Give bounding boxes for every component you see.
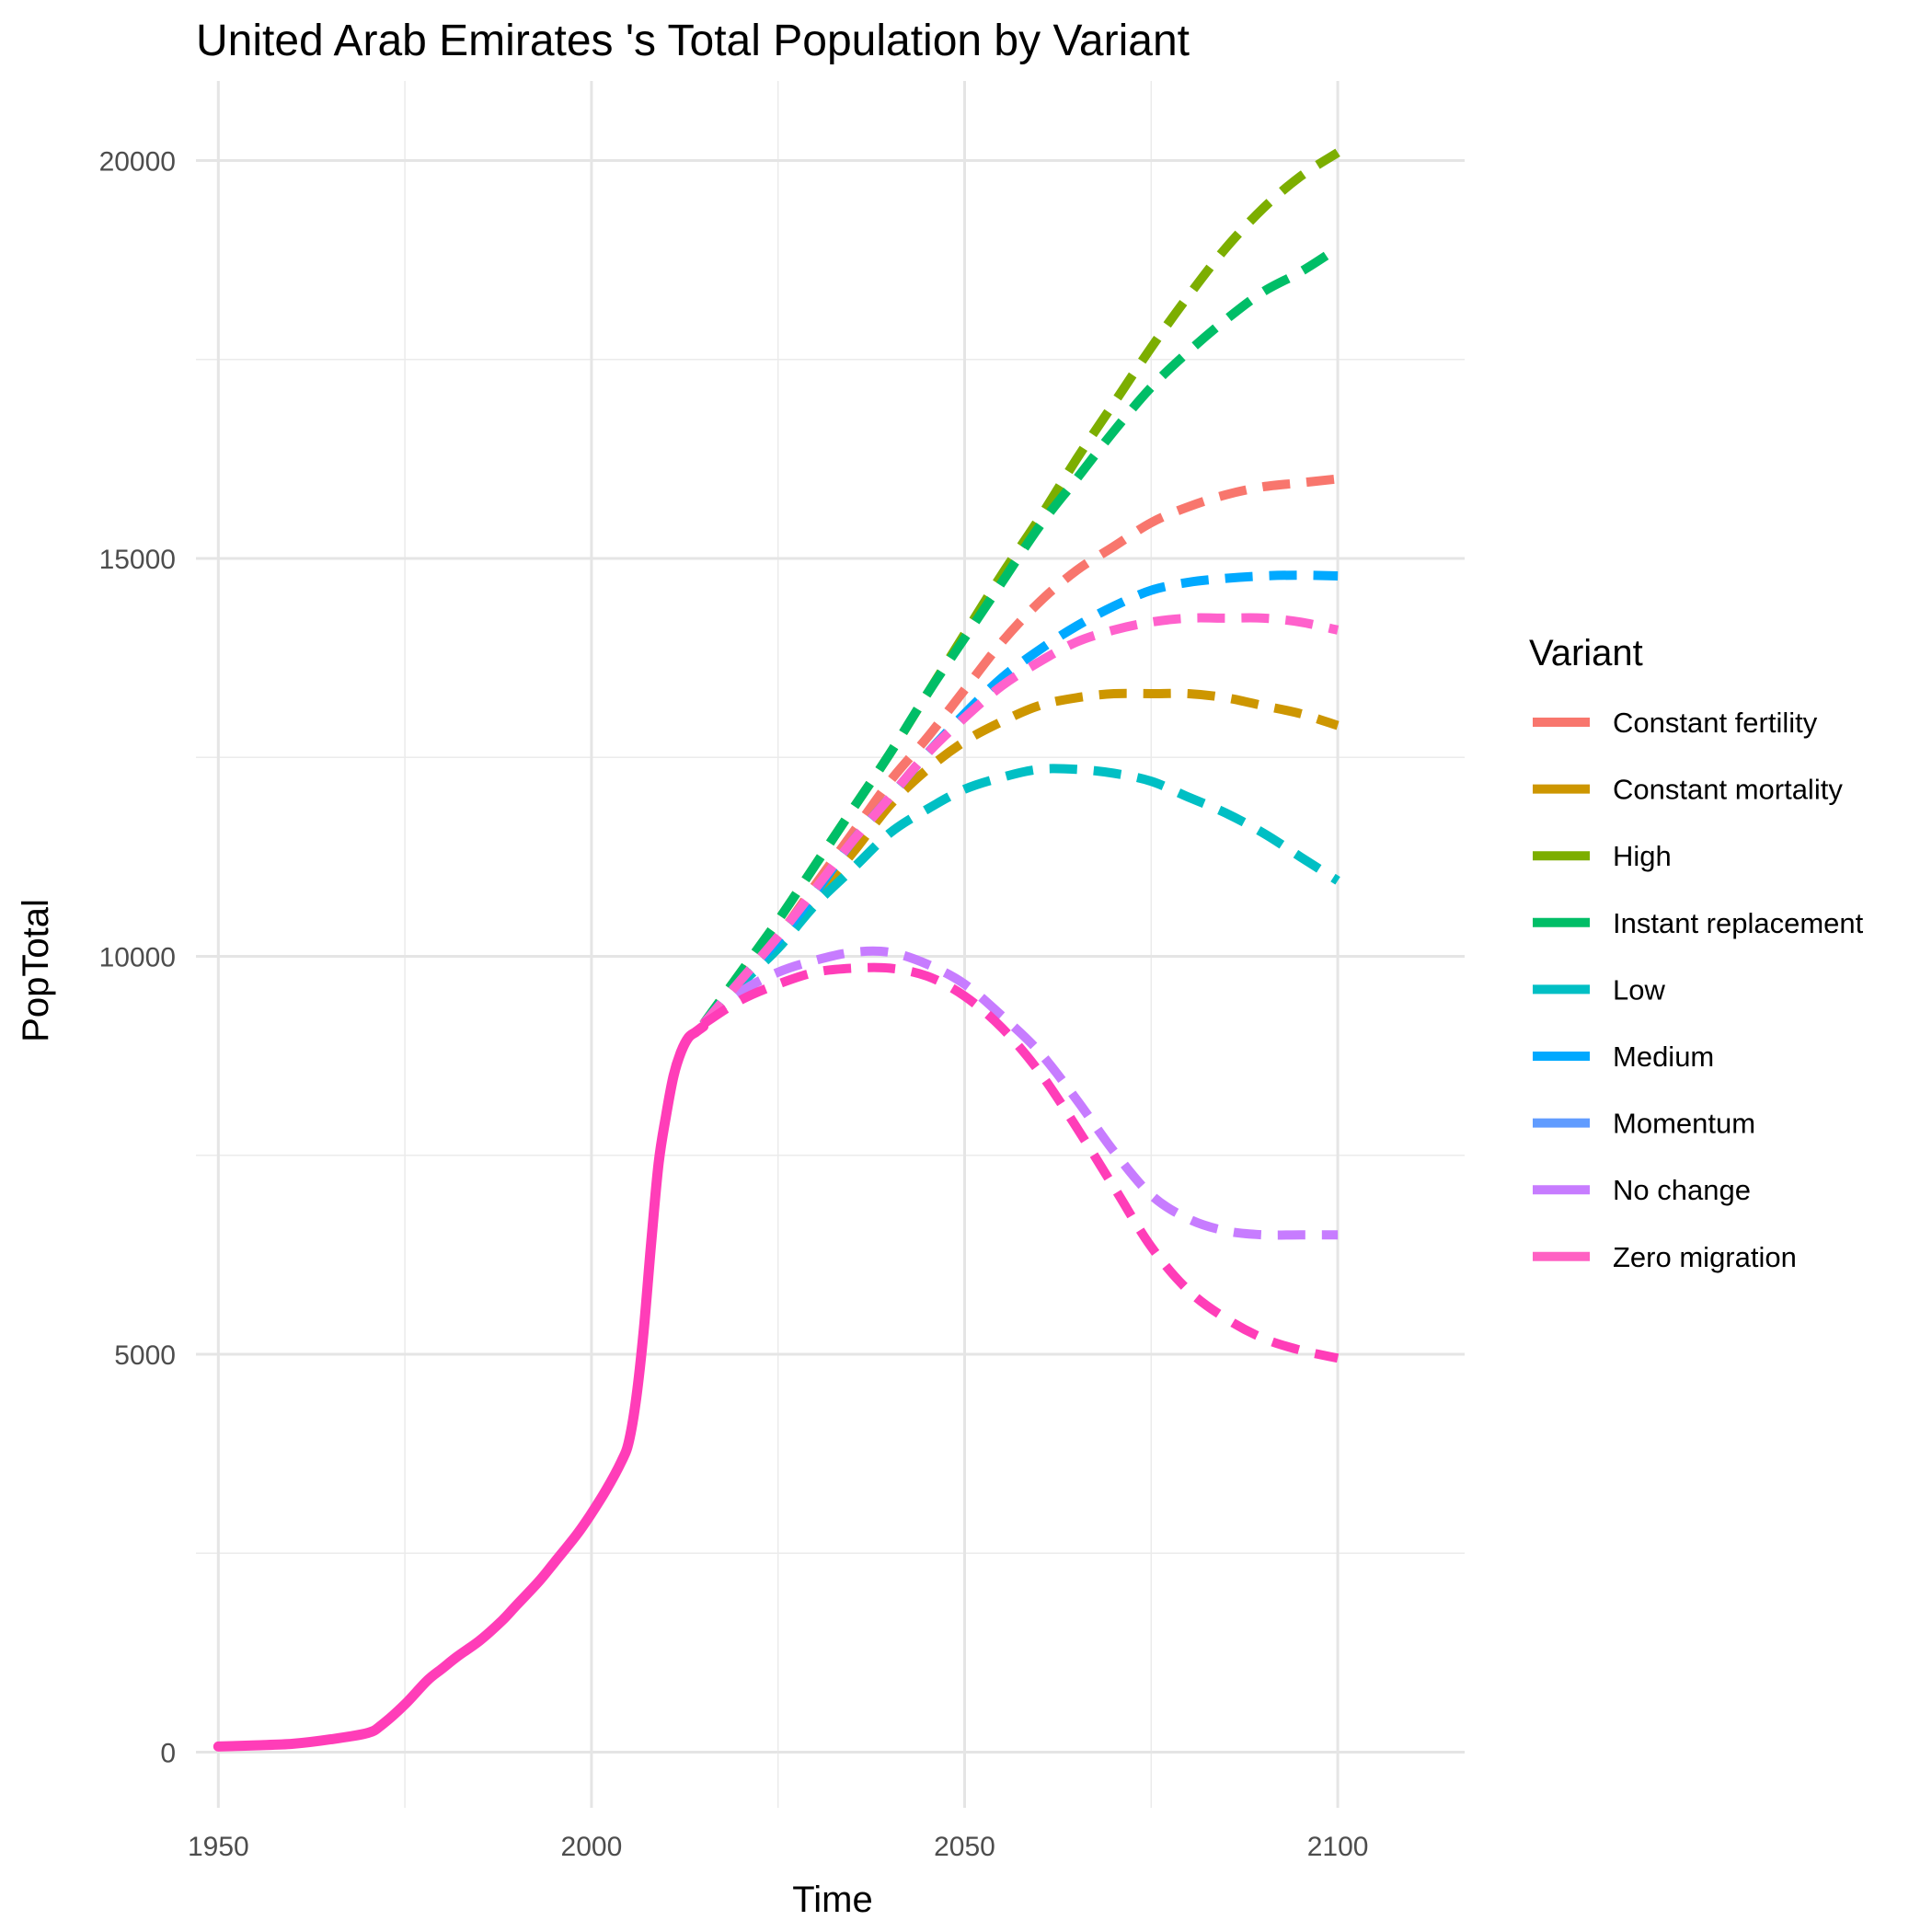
y-tick-label: 15000 — [99, 545, 176, 575]
legend-label: Medium — [1613, 1041, 1714, 1073]
legend-item-low: Low — [1533, 973, 1665, 1006]
tick-labels: 1950 2000 2050 2100 0 5000 10000 15000 20000 — [99, 146, 1369, 1862]
legend-item-constant-fertility: Constant fertility — [1533, 707, 1818, 739]
x-tick-label: 2000 — [561, 1832, 623, 1862]
x-axis-title: Time — [792, 1880, 872, 1920]
series-line-low — [699, 764, 1340, 1028]
series-line-no-change — [699, 613, 1340, 1028]
legend-label: Low — [1613, 973, 1665, 1006]
y-axis-title: PopTotal — [16, 899, 56, 1042]
historical-line — [213, 1021, 709, 1752]
legend: Variant Constant fertility Constant morta… — [1529, 633, 1864, 1273]
x-tick-label: 2050 — [934, 1832, 995, 1862]
series-line-zero-migration — [700, 962, 1340, 1363]
legend-label: Instant replacement — [1613, 907, 1864, 939]
x-tick-label: 1950 — [188, 1832, 249, 1862]
series-line-high — [699, 148, 1340, 1027]
chart-title: United Arab Emirates 's Total Population… — [196, 17, 1190, 65]
series-line-constant-fertility — [699, 474, 1339, 1028]
series-line-constant-mortality — [699, 688, 1340, 1028]
y-tick-label: 0 — [160, 1738, 176, 1768]
x-tick-label: 2100 — [1307, 1832, 1369, 1862]
legend-title: Variant — [1529, 633, 1643, 673]
y-tick-label: 20000 — [99, 146, 176, 177]
legend-item-momentum: Momentum — [1533, 1108, 1755, 1140]
y-tick-label: 5000 — [114, 1340, 176, 1371]
legend-item-zero-migration: Zero migration — [1533, 1241, 1797, 1273]
legend-label: High — [1613, 840, 1672, 872]
y-tick-label: 10000 — [99, 942, 176, 972]
legend-item-medium: Medium — [1533, 1041, 1714, 1073]
legend-label: Constant mortality — [1613, 774, 1843, 806]
legend-label: No change — [1613, 1174, 1751, 1206]
legend-item-high: High — [1533, 840, 1672, 872]
legend-label: Zero migration — [1613, 1241, 1797, 1273]
series-line-momentum — [700, 946, 1339, 1240]
legend-label: Constant fertility — [1613, 707, 1818, 739]
legend-item-instant-replacement: Instant replacement — [1533, 907, 1864, 939]
grid — [196, 81, 1465, 1808]
legend-item-constant-mortality: Constant mortality — [1533, 774, 1843, 806]
series-line-medium — [699, 570, 1339, 1028]
legend-item-no-change: No change — [1533, 1174, 1751, 1206]
series-layer — [213, 148, 1340, 1752]
series-line-instant-replacement — [699, 244, 1340, 1027]
legend-label: Momentum — [1613, 1108, 1755, 1140]
